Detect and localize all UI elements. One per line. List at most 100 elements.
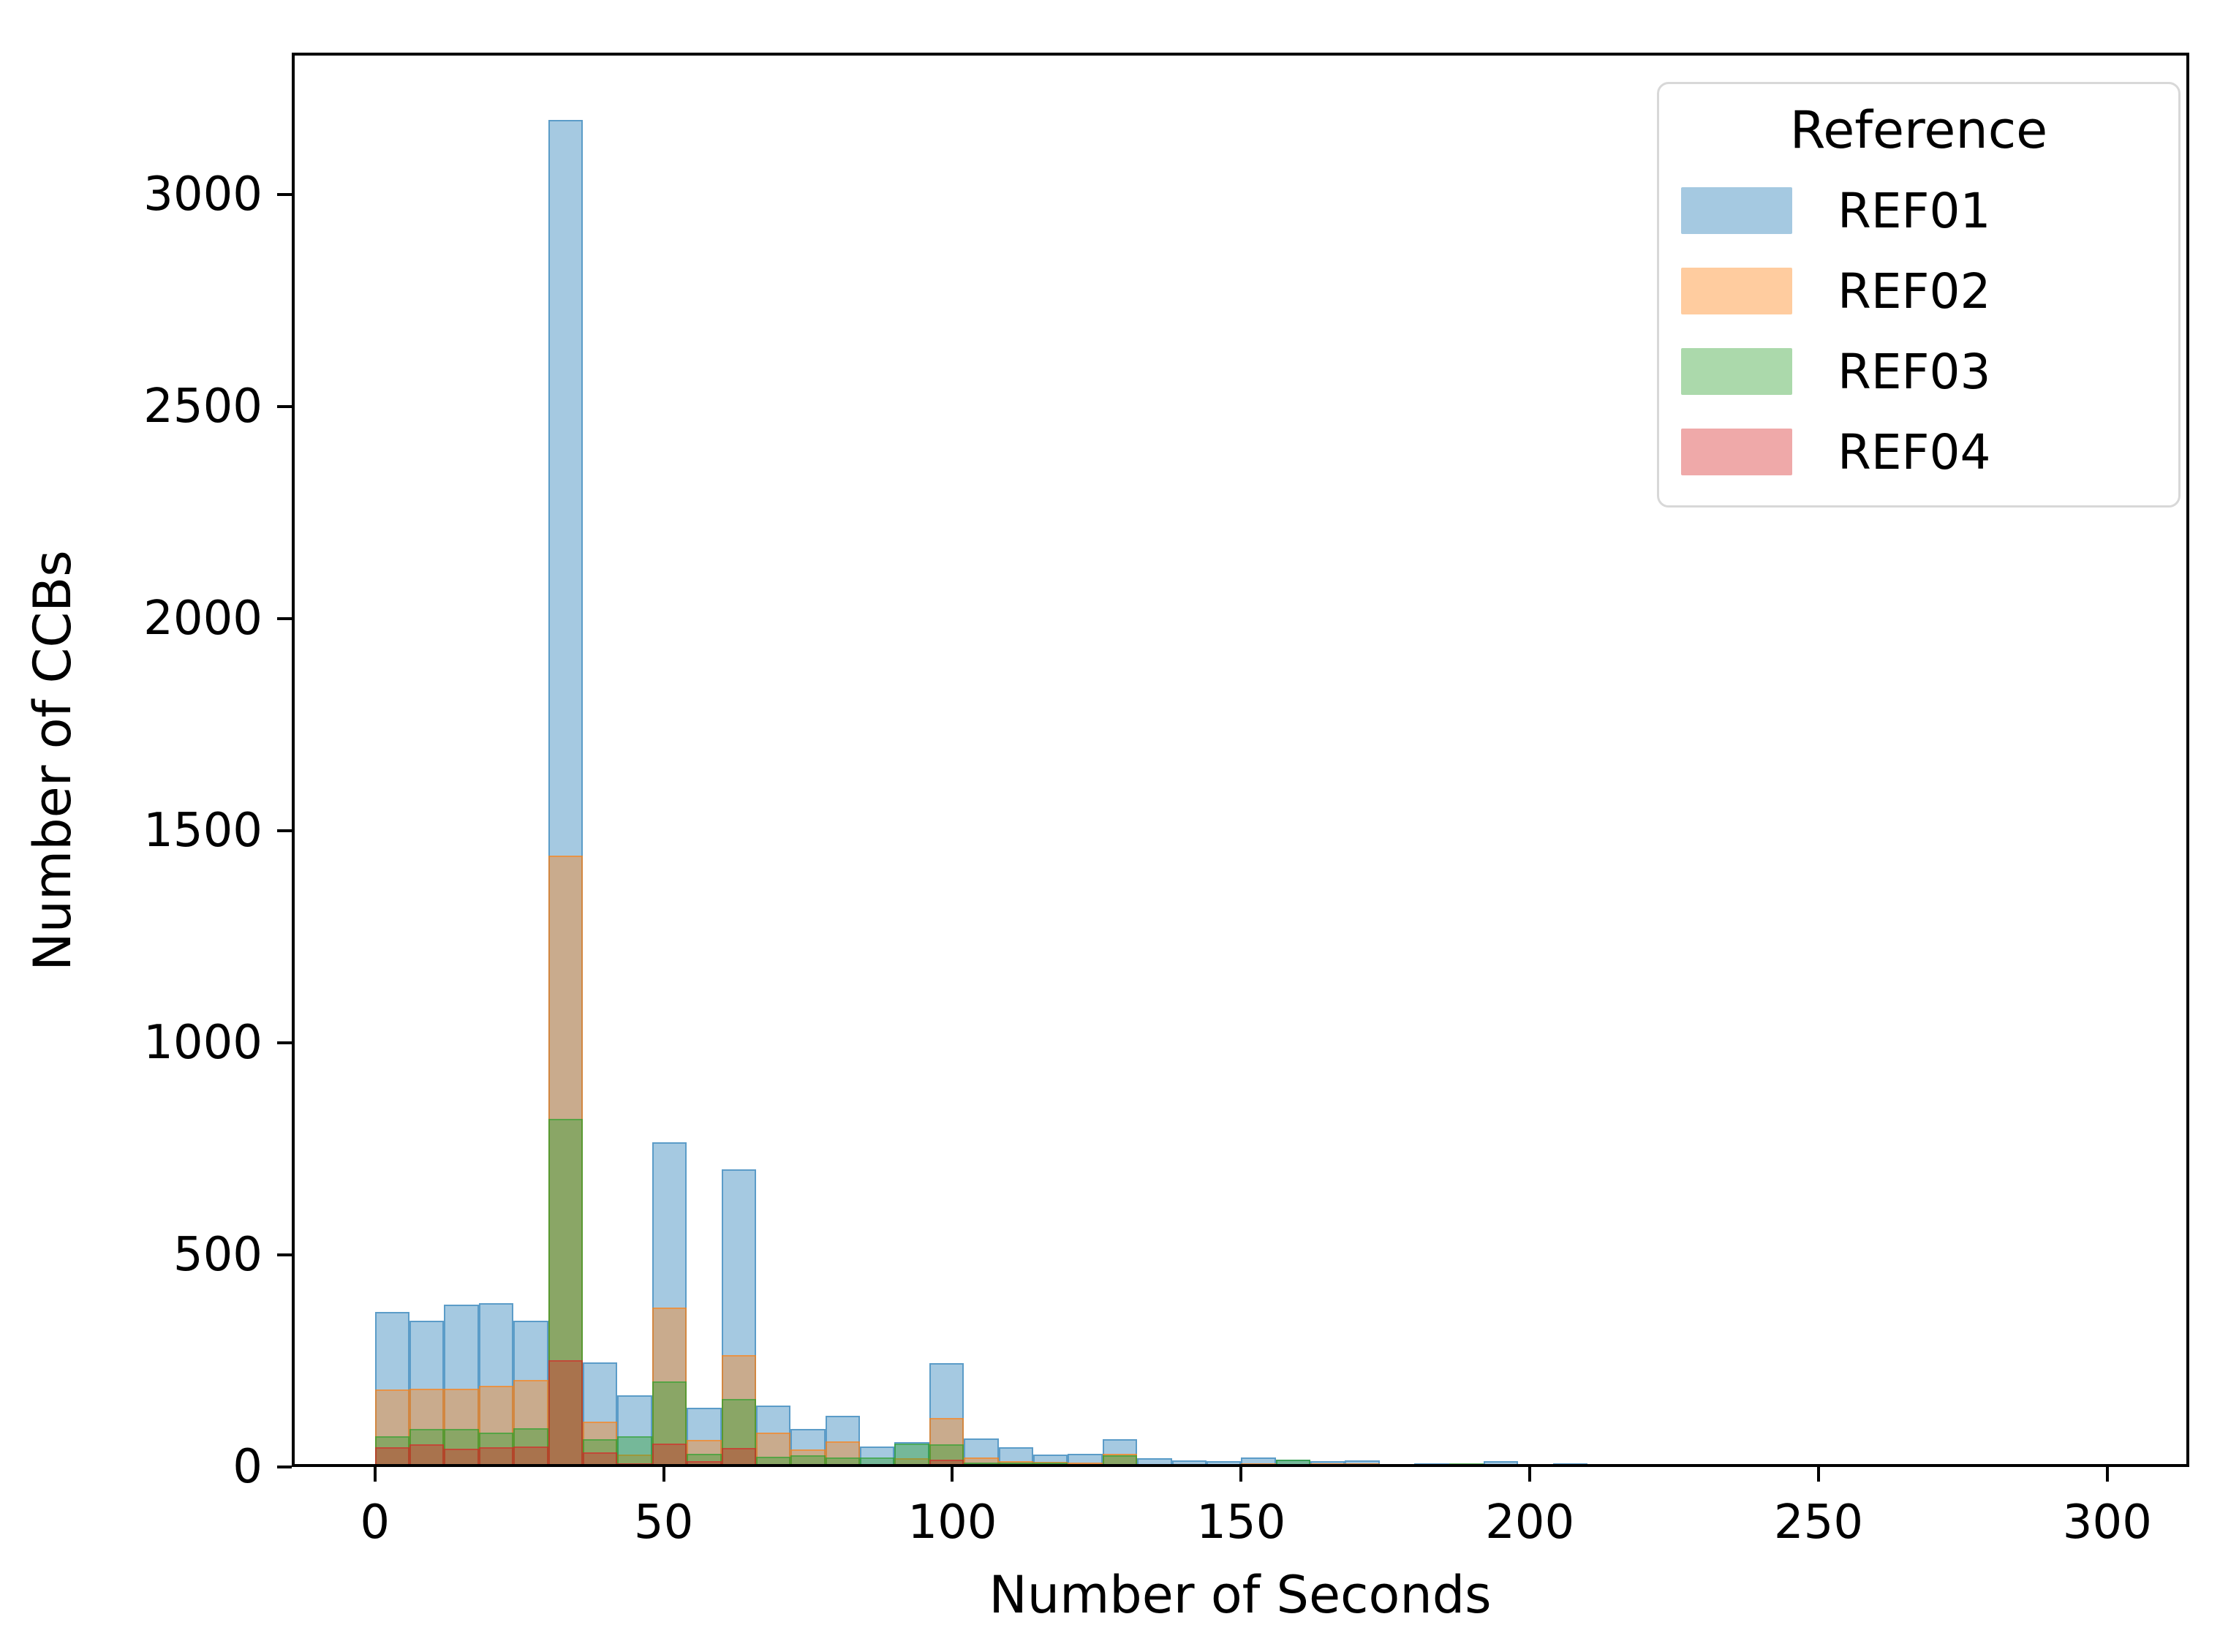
histogram-bar [964, 1466, 999, 1467]
x-tick-label: 50 [633, 1496, 694, 1550]
legend-label: REF02 [1838, 263, 1991, 320]
y-axis-label: Number of CCBs [23, 550, 83, 971]
histogram-bar [860, 1466, 895, 1467]
histogram-bar [1137, 1466, 1172, 1467]
histogram-bar [548, 120, 583, 1467]
histogram-bar [790, 1465, 826, 1467]
y-tick-label: 500 [173, 1227, 263, 1282]
histogram-bar [721, 1399, 756, 1467]
histogram-bar [617, 1436, 652, 1467]
y-tick-label: 3000 [143, 167, 263, 222]
histogram-bar [790, 1428, 826, 1467]
legend-items: REF01 REF02 REF03 REF04 [1659, 170, 2178, 492]
histogram-bar [1171, 1466, 1207, 1467]
y-tick-mark [277, 192, 292, 196]
histogram-bar [825, 1441, 861, 1467]
x-tick-mark [1528, 1467, 1532, 1482]
histogram-bar [1068, 1465, 1103, 1467]
plot-area [292, 53, 2189, 1467]
histogram-bar [652, 1444, 687, 1467]
legend-swatch-REF02 [1681, 268, 1792, 314]
histogram-bar [617, 1463, 652, 1467]
histogram-bar [1102, 1455, 1138, 1467]
legend-row: REF03 [1659, 331, 2178, 412]
x-tick-mark [2105, 1467, 2109, 1482]
histogram-bar [1275, 1466, 1311, 1467]
histogram-bar [652, 1381, 687, 1467]
legend-label: REF01 [1838, 182, 1991, 239]
histogram-bar [478, 1386, 514, 1467]
histogram-bar [583, 1452, 618, 1467]
histogram-bar [374, 1389, 410, 1467]
x-tick-mark [1239, 1467, 1243, 1482]
histogram-bar [755, 1463, 791, 1467]
legend-label: REF03 [1838, 343, 1991, 400]
histogram-bar [444, 1429, 479, 1467]
histogram-bar [1275, 1460, 1311, 1467]
legend-title: Reference [1789, 100, 2048, 160]
histogram-bar [1206, 1460, 1242, 1467]
histogram-bar [687, 1407, 722, 1467]
legend-swatch-REF03 [1681, 348, 1792, 395]
histogram-bar [478, 1447, 514, 1467]
legend-swatch-REF01 [1681, 187, 1792, 234]
histogram-bar [721, 1169, 756, 1467]
y-tick-label: 1500 [143, 803, 263, 858]
histogram-bar [444, 1389, 479, 1467]
y-tick-mark [277, 1041, 292, 1044]
histogram-bar [513, 1446, 548, 1467]
x-tick-label: 100 [907, 1496, 997, 1550]
histogram-bar [929, 1444, 964, 1467]
legend-label: REF04 [1838, 423, 1991, 480]
histogram-bar [444, 1449, 479, 1467]
histogram-bar [929, 1362, 964, 1467]
x-tick-label: 300 [2062, 1496, 2152, 1550]
histogram-bar [687, 1454, 722, 1467]
histogram-bar [548, 1360, 583, 1467]
histogram-bar [478, 1302, 514, 1467]
histogram-bar [409, 1388, 445, 1467]
legend-swatch-REF04 [1681, 429, 1792, 475]
y-tick-mark [277, 829, 292, 832]
histogram-bar [998, 1466, 1033, 1467]
histogram-bar [721, 1447, 756, 1467]
x-axis-label: Number of Seconds [989, 1565, 1492, 1625]
histogram-bar [894, 1443, 929, 1467]
y-tick-label: 2500 [143, 379, 263, 434]
x-tick-label: 200 [1485, 1496, 1575, 1550]
histogram-bar [409, 1321, 445, 1467]
series-REF02 [292, 53, 2189, 1467]
legend-row: REF01 [1659, 170, 2178, 251]
histogram-bar [894, 1465, 929, 1467]
histogram-bar [755, 1433, 791, 1467]
histogram-bar [548, 1119, 583, 1467]
x-tick-mark [951, 1467, 954, 1482]
histogram-bar [1102, 1439, 1138, 1467]
histogram-bar [1032, 1466, 1068, 1467]
histogram-bar [409, 1444, 445, 1467]
x-tick-mark [1817, 1467, 1820, 1482]
histogram-bar [583, 1362, 618, 1467]
legend-row: REF02 [1659, 251, 2178, 331]
x-tick-label: 0 [360, 1496, 390, 1550]
histogram-bar [444, 1305, 479, 1467]
legend: Reference REF01 REF02 REF03 REF04 [1657, 82, 2181, 508]
histogram-bar [374, 1447, 410, 1467]
y-tick-label: 2000 [143, 591, 263, 646]
histogram-bar [1310, 1466, 1345, 1467]
histogram-bar [1691, 1466, 1726, 1467]
histogram-bar [1241, 1466, 1276, 1467]
y-tick-label: 0 [233, 1440, 263, 1494]
histogram-bar [1206, 1466, 1242, 1467]
histogram-bar [1345, 1466, 1380, 1467]
y-tick-mark [277, 1466, 292, 1468]
histogram-bar [964, 1438, 999, 1467]
y-tick-mark [277, 404, 292, 408]
y-tick-mark [277, 616, 292, 620]
series-REF01 [292, 53, 2189, 1467]
histogram-bar [1171, 1460, 1207, 1467]
y-tick-mark [277, 1253, 292, 1256]
x-tick-label: 250 [1773, 1496, 1864, 1550]
histogram-bar [1483, 1466, 1519, 1467]
